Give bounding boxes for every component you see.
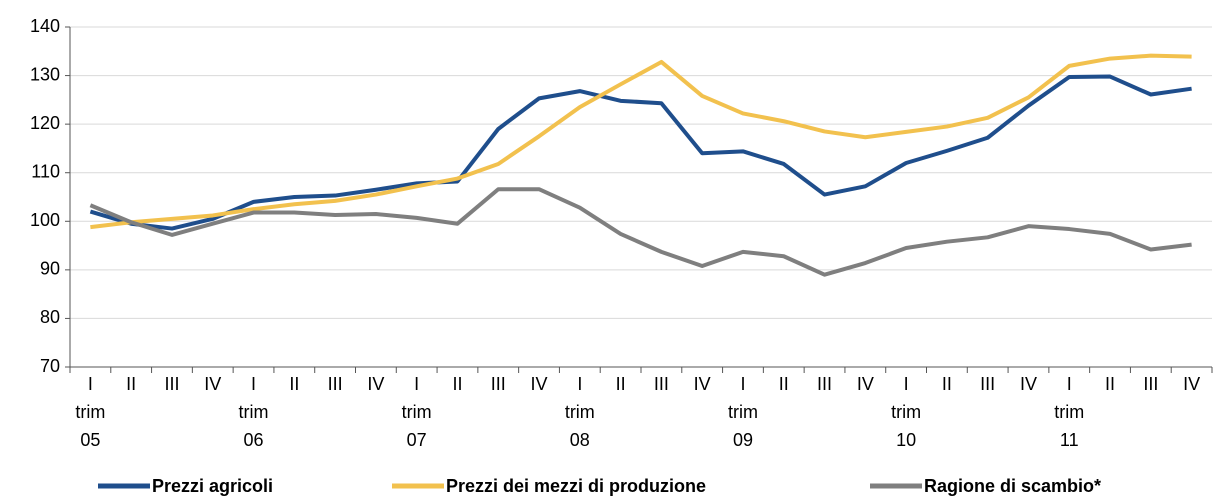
x-tick-label: I (88, 374, 93, 394)
x-tick-label: IV (1183, 374, 1200, 394)
x-tick-label: I (414, 374, 419, 394)
x-tick-label: 08 (570, 430, 590, 450)
x-tick-label: IV (367, 374, 384, 394)
x-tick-label: III (654, 374, 669, 394)
x-tick-label: IV (204, 374, 221, 394)
x-tick-label: trim (239, 402, 269, 422)
x-tick-label: 05 (80, 430, 100, 450)
x-tick-label: trim (565, 402, 595, 422)
legend-label: Prezzi dei mezzi di produzione (446, 476, 706, 496)
y-tick-label: 90 (40, 259, 60, 279)
x-tick-label: II (779, 374, 789, 394)
x-tick-label: IV (694, 374, 711, 394)
x-tick-label: trim (891, 402, 921, 422)
x-tick-label: II (289, 374, 299, 394)
x-tick-label: trim (75, 402, 105, 422)
x-tick-label: III (491, 374, 506, 394)
y-tick-label: 110 (31, 161, 60, 181)
x-tick-label: I (577, 374, 582, 394)
legend-label: Ragione di scambio* (924, 476, 1101, 496)
x-tick-label: III (817, 374, 832, 394)
y-tick-label: 130 (30, 64, 60, 84)
x-tick-label: 09 (733, 430, 753, 450)
y-tick-label: 100 (30, 210, 60, 230)
x-tick-label: I (251, 374, 256, 394)
x-tick-label: III (1143, 374, 1158, 394)
x-tick-label: I (740, 374, 745, 394)
series-line (89, 74, 1192, 231)
x-tick-label: 11 (1060, 430, 1079, 450)
y-tick-label: 80 (40, 307, 60, 327)
x-tick-label: III (328, 374, 343, 394)
x-tick-label: III (980, 374, 995, 394)
y-tick-label: 140 (30, 16, 60, 36)
x-tick-label: III (164, 374, 179, 394)
x-tick-label: trim (1054, 402, 1084, 422)
x-tick-label: II (452, 374, 462, 394)
series-line (89, 187, 1192, 277)
x-tick-label: II (1105, 374, 1115, 394)
x-tick-label: IV (1020, 374, 1037, 394)
x-tick-label: II (942, 374, 952, 394)
x-tick-label: 10 (896, 430, 916, 450)
x-tick-label: IV (531, 374, 548, 394)
x-tick-label: I (1067, 374, 1072, 394)
x-tick-label: trim (402, 402, 432, 422)
x-tick-label: IV (857, 374, 874, 394)
x-tick-label: 06 (244, 430, 264, 450)
x-tick-label: I (904, 374, 909, 394)
legend-label: Prezzi agricoli (152, 476, 273, 496)
y-tick-label: 70 (40, 356, 60, 376)
x-tick-label: II (126, 374, 136, 394)
series-line (90, 53, 1192, 230)
x-tick-label: II (616, 374, 626, 394)
x-tick-label: trim (728, 402, 758, 422)
x-tick-label: 07 (407, 430, 427, 450)
y-tick-label: 120 (30, 113, 60, 133)
